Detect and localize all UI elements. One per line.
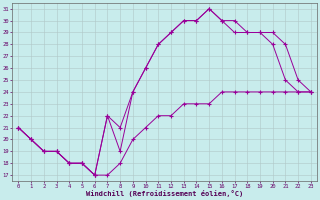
X-axis label: Windchill (Refroidissement éolien,°C): Windchill (Refroidissement éolien,°C) xyxy=(86,190,243,197)
